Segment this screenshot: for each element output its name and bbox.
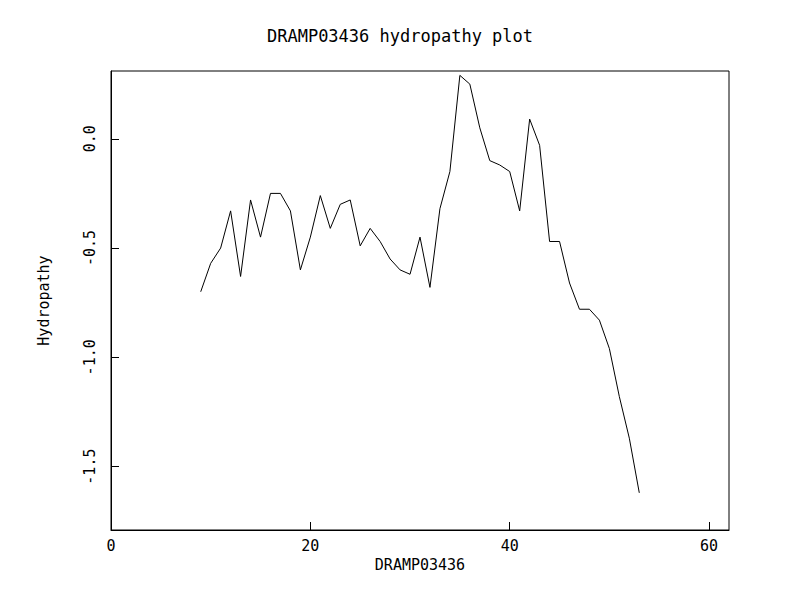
svg-text:Hydropathy: Hydropathy	[35, 255, 53, 345]
svg-text:40: 40	[501, 537, 519, 555]
svg-text:0: 0	[106, 537, 115, 555]
svg-text:0.0: 0.0	[81, 125, 99, 152]
svg-text:60: 60	[700, 537, 718, 555]
svg-text:DRAMP03436 hydropathy plot: DRAMP03436 hydropathy plot	[267, 26, 533, 46]
svg-text:-0.5: -0.5	[81, 230, 99, 266]
svg-text:20: 20	[301, 537, 319, 555]
svg-text:DRAMP03436: DRAMP03436	[375, 556, 465, 574]
svg-text:-1.5: -1.5	[81, 449, 99, 485]
svg-text:-1.0: -1.0	[81, 339, 99, 375]
